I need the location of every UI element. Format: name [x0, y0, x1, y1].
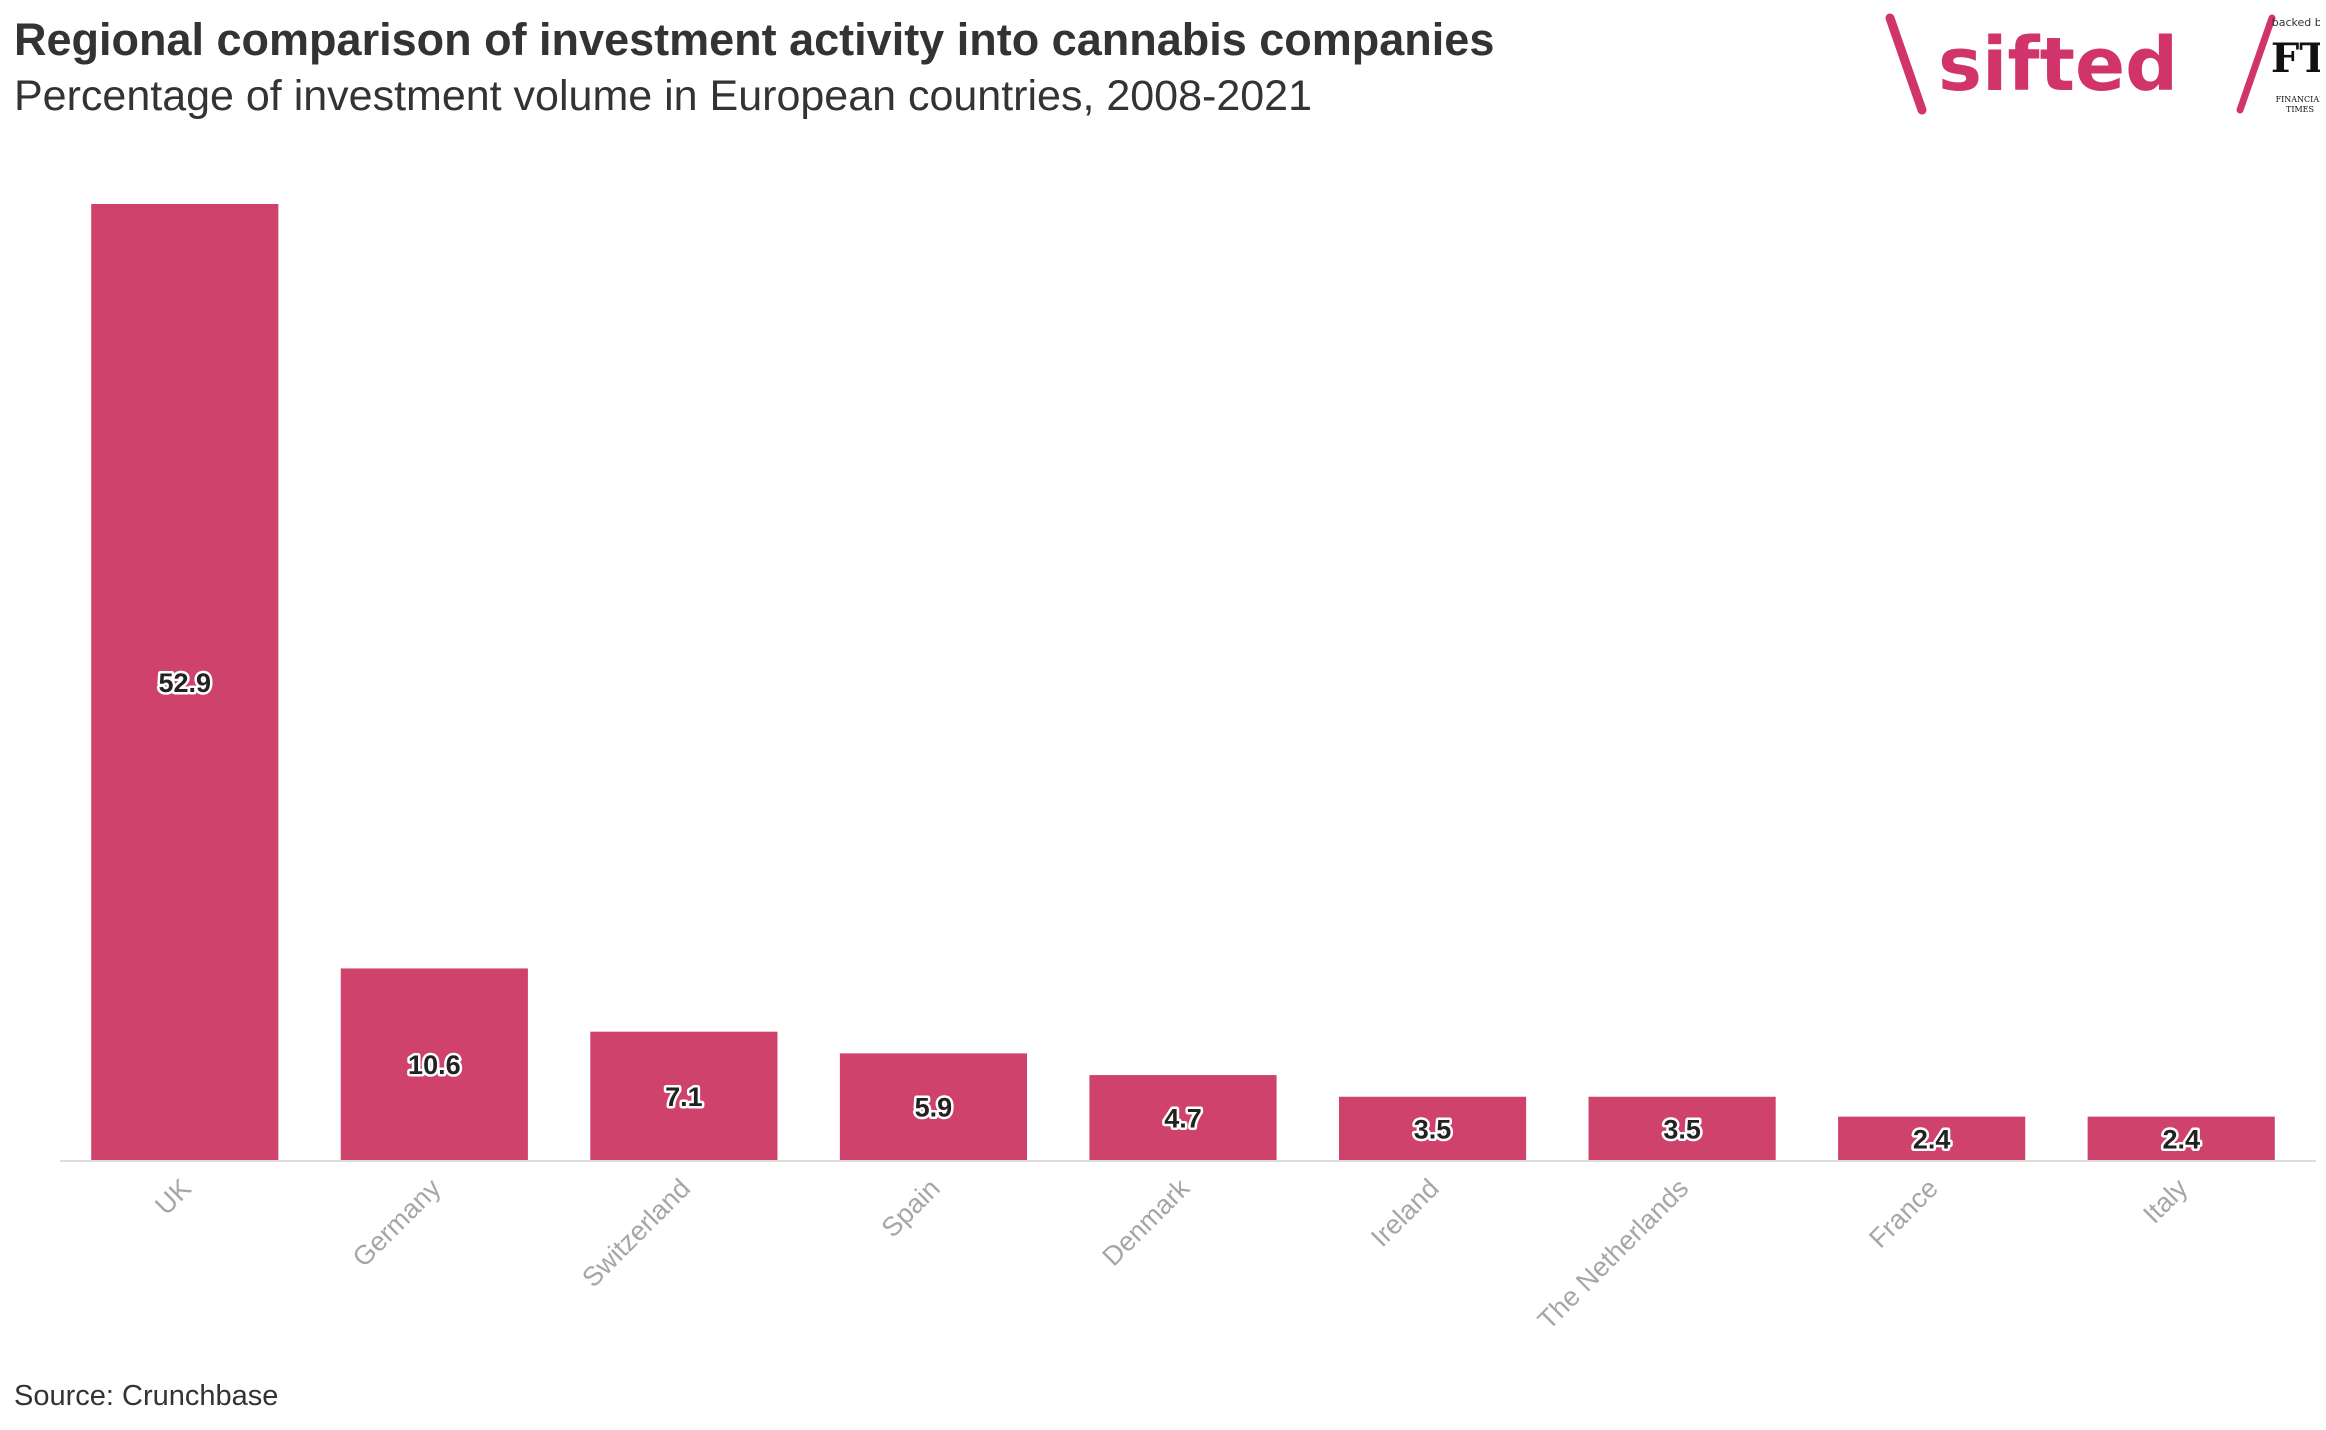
chart-subtitle: Percentage of investment volume in Europ… — [14, 72, 1312, 120]
logo-backslash — [1885, 13, 1927, 115]
chart-title: Regional comparison of investment activi… — [14, 14, 1495, 65]
ft-name-line1: FINANCIAL — [2276, 95, 2320, 104]
data-label: 52.9 — [158, 668, 211, 698]
ft-mark: FT — [2271, 35, 2320, 82]
bar-ireland — [1338, 1096, 1527, 1160]
sifted-logo-text: sifted — [1938, 22, 2178, 108]
x-tick-label: Denmark — [1097, 1173, 1196, 1272]
bar-italy — [2087, 1116, 2275, 1160]
data-label: 5.9 — [915, 1093, 953, 1123]
bar-denmark — [1089, 1075, 1277, 1160]
data-label: 2.4 — [2162, 1124, 2200, 1154]
bar-the-netherlands — [1588, 1096, 1776, 1160]
bar-spain — [839, 1053, 1028, 1160]
x-tick-label: Ireland — [1365, 1173, 1445, 1253]
source-note: Source: Crunchbase — [14, 1380, 279, 1412]
bar-germany — [340, 968, 528, 1160]
x-tick-label: France — [1863, 1173, 1944, 1254]
data-label: 7.1 — [665, 1082, 703, 1112]
x-tick-label: Germany — [347, 1173, 447, 1273]
data-label: 3.5 — [1663, 1114, 1701, 1144]
bar-chart: 52.9 UK 10.6 Germany 7.1 Switzerland 5.9 Spain 4… — [60, 204, 2316, 1335]
logo-slash — [2236, 14, 2276, 114]
data-label: 10.6 — [408, 1050, 461, 1080]
x-tick-label: The Netherlands — [1532, 1173, 1694, 1335]
x-tick-label: Spain — [876, 1173, 946, 1243]
data-label: 2.4 — [1913, 1124, 1951, 1154]
sifted-ft-logo: sifted backed by FT FINANCIAL TIMES — [1885, 13, 2320, 115]
x-tick-label: Italy — [2137, 1173, 2194, 1230]
bar-france — [1838, 1116, 2026, 1160]
bar-uk — [91, 204, 279, 1160]
ft-name-line2: TIMES — [2286, 105, 2314, 114]
backed-by-label: backed by — [2272, 16, 2320, 29]
bar-switzerland — [590, 1031, 778, 1160]
data-label: 3.5 — [1414, 1114, 1452, 1144]
data-label: 4.7 — [1164, 1104, 1202, 1134]
x-tick-label: UK — [149, 1173, 197, 1221]
x-tick-label: Switzerland — [576, 1173, 696, 1293]
